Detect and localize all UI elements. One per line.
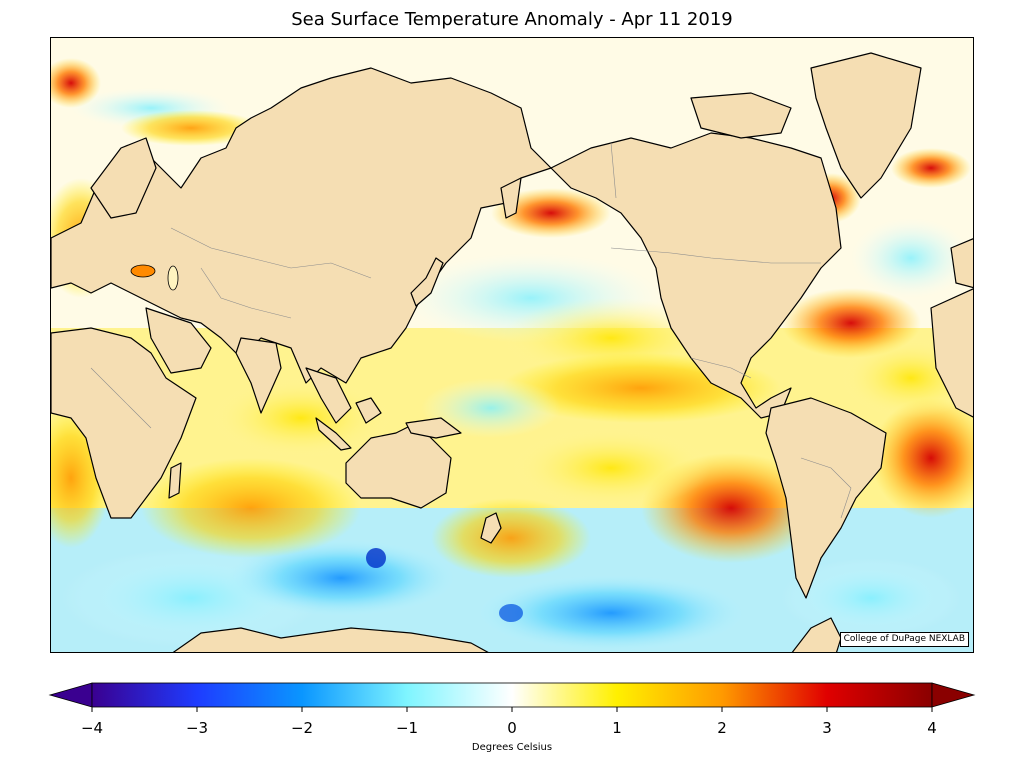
land-masses bbox=[51, 52, 973, 652]
colorbar-tick-label: −1 bbox=[395, 719, 419, 737]
antarctica bbox=[172, 627, 489, 652]
indochina bbox=[305, 367, 352, 424]
black-sea bbox=[130, 264, 156, 278]
colorbar-tick-label: −3 bbox=[185, 719, 209, 737]
caspian-sea bbox=[167, 265, 179, 291]
new-guinea bbox=[405, 417, 462, 439]
south-america bbox=[765, 397, 887, 599]
japan bbox=[410, 257, 444, 307]
kamchatka bbox=[500, 177, 522, 219]
arctic-islands bbox=[690, 92, 792, 139]
arabian-peninsula bbox=[145, 307, 212, 374]
colorbar-min-extension bbox=[48, 682, 93, 708]
africa bbox=[51, 327, 197, 519]
country-borders bbox=[90, 142, 852, 519]
colorbar-tick-label: −2 bbox=[290, 719, 314, 737]
colorbar bbox=[48, 682, 976, 712]
colorbar-label: Degrees Celsius bbox=[471, 742, 553, 753]
west-africa-east-edge bbox=[930, 288, 973, 418]
scandinavia bbox=[90, 137, 157, 219]
madagascar bbox=[168, 462, 182, 499]
map-canvas bbox=[51, 38, 973, 652]
colorbar-tick-label: 1 bbox=[612, 719, 622, 737]
colorbar-gradient bbox=[91, 682, 933, 708]
colorbar-tick-label: 0 bbox=[507, 719, 517, 737]
credit-label: College of DuPage NEXLAB bbox=[839, 632, 969, 647]
map-title: Sea Surface Temperature Anomaly - Apr 11… bbox=[291, 9, 733, 30]
inland-seas bbox=[130, 264, 179, 291]
greenland bbox=[810, 52, 922, 199]
australia bbox=[345, 422, 452, 509]
new-zealand bbox=[480, 512, 502, 544]
indian-subcontinent bbox=[235, 337, 282, 414]
sumatra bbox=[315, 417, 352, 451]
borneo bbox=[355, 397, 382, 424]
colorbar-tick-label: 3 bbox=[822, 719, 832, 737]
north-america bbox=[550, 132, 842, 419]
colorbar-max-extension bbox=[931, 682, 976, 708]
eurasia bbox=[51, 67, 552, 384]
colorbar-tick-marks bbox=[91, 707, 933, 712]
sst-anomaly-map: College of DuPage NEXLAB bbox=[50, 37, 974, 653]
antarctic-peninsula bbox=[791, 617, 842, 652]
colorbar-tick-label: 2 bbox=[717, 719, 727, 737]
colorbar-tick-label: 4 bbox=[927, 719, 937, 737]
europe-right-edge bbox=[950, 238, 973, 289]
colorbar-tick-label: −4 bbox=[80, 719, 104, 737]
